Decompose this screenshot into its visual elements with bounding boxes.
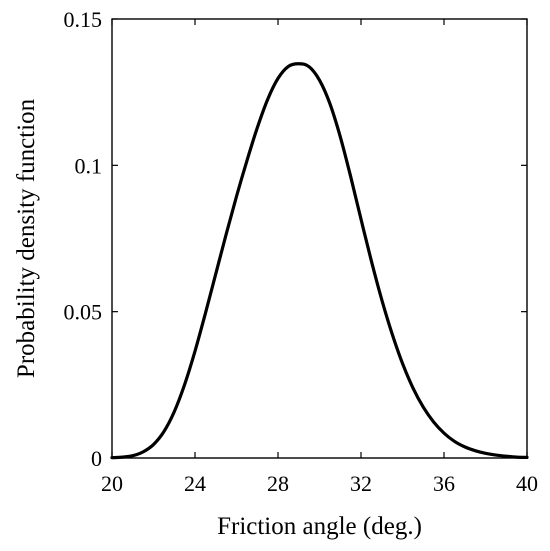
- plot-frame: [111, 18, 528, 459]
- y-tick-label: 0.15: [64, 7, 103, 32]
- x-tick-label: 24: [184, 471, 206, 496]
- x-tick-label: 20: [101, 471, 123, 496]
- pdf-curve: [110, 62, 529, 460]
- x-axis-title: Friction angle (deg.): [217, 513, 422, 540]
- x-tick-label: 36: [433, 471, 455, 496]
- tick-labels: 20 24 28 32 36 40 0 0.05 0.1 0.15: [64, 7, 539, 496]
- y-tick-label: 0: [91, 446, 102, 471]
- y-tick-label: 0.1: [75, 153, 103, 178]
- y-axis-title: Probability density function: [13, 98, 40, 378]
- x-tick-label: 32: [350, 471, 372, 496]
- y-tick-label: 0.05: [64, 300, 103, 325]
- x-tick-label: 28: [267, 471, 289, 496]
- x-tick-label: 40: [516, 471, 538, 496]
